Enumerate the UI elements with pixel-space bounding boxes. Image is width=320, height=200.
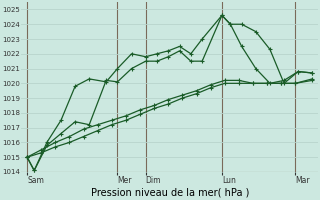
X-axis label: Pression niveau de la mer( hPa ): Pression niveau de la mer( hPa ) (91, 188, 249, 198)
